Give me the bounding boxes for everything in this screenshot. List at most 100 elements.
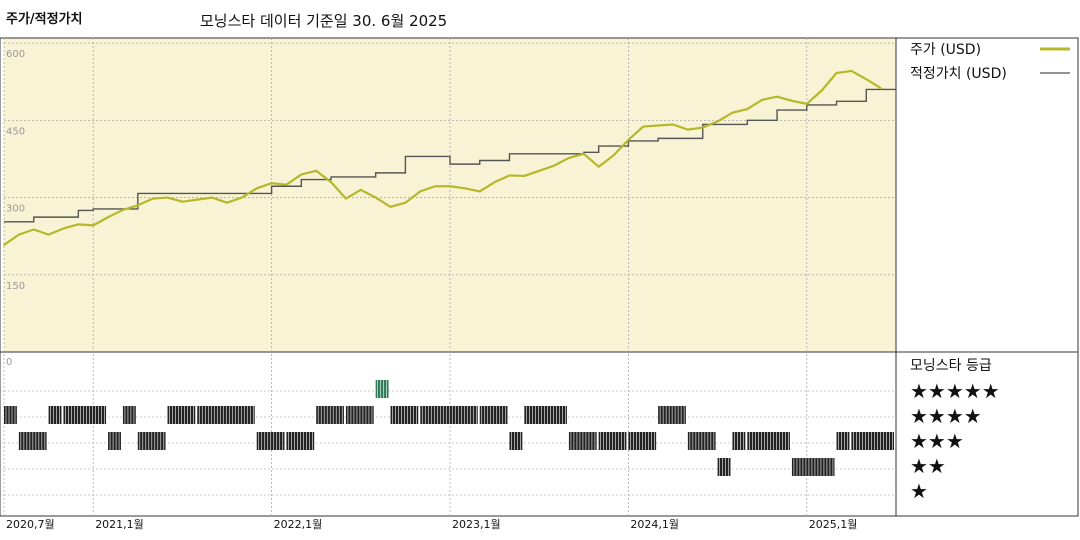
price-point: [880, 87, 883, 90]
rating-band-fill: [63, 406, 107, 424]
price-point: [181, 200, 184, 203]
price-point: [478, 190, 481, 193]
price-point: [404, 201, 407, 204]
rating-bands: [4, 380, 894, 476]
price-point: [582, 152, 585, 155]
rating-band-3-star: [747, 432, 790, 450]
price-point: [835, 72, 838, 74]
rating-legend-stars: ★★★: [910, 429, 964, 453]
rating-band-4-star: [167, 406, 196, 424]
rating-legend-stars: ★: [910, 479, 928, 503]
rating-band-fill: [524, 406, 567, 424]
rating-band-4-star: [524, 406, 567, 424]
rating-band-3-star: [628, 432, 657, 450]
price-point: [493, 181, 496, 184]
price-point: [597, 165, 600, 168]
price-point: [865, 78, 868, 81]
rating-band-2-star: [791, 458, 835, 476]
rating-band-4-star: [479, 406, 508, 424]
rating-band-3-star: [836, 432, 850, 450]
price-point: [270, 182, 273, 185]
rating-band-3-star: [568, 432, 597, 450]
x-tick-label: 2024,1월: [630, 518, 679, 531]
rating-axis-zero: 0: [6, 357, 12, 368]
price-point: [136, 204, 139, 207]
price-point: [92, 224, 95, 227]
price-point: [746, 108, 749, 110]
rating-band-fill: [48, 406, 62, 424]
price-point: [151, 197, 154, 200]
price-point: [345, 197, 347, 200]
rating-band-fill: [732, 432, 746, 450]
price-point: [761, 98, 764, 101]
price-point: [508, 174, 511, 177]
rating-band-fill: [791, 458, 835, 476]
rating-band-fill: [122, 406, 136, 424]
x-tick-label: 2022,1월: [274, 518, 323, 531]
rating-band-4-star: [316, 406, 344, 424]
price-point: [612, 154, 615, 157]
price-point: [196, 198, 199, 201]
chart-title: 주가/적정가치: [6, 12, 83, 27]
legend: 주가 (USD)적정가치 (USD)모닝스타 등급★★★★★★★★★★★★★★★: [910, 42, 1070, 503]
rating-band-4-star: [390, 406, 419, 424]
rating-band-3-star: [732, 432, 746, 450]
price-point: [359, 188, 362, 191]
rating-band-5-star: [375, 380, 389, 398]
rating-band-2-star: [717, 458, 731, 476]
rating-band-3-star: [256, 432, 285, 450]
price-point: [166, 196, 169, 199]
y-tick-label: 300: [6, 204, 25, 215]
rating-band-fill: [4, 406, 17, 424]
price-series: [3, 69, 883, 246]
price-point: [701, 126, 704, 129]
price-point: [850, 70, 853, 72]
price-point: [731, 111, 734, 114]
rating-band-3-star: [509, 432, 523, 450]
rating-band-4-star: [420, 406, 478, 424]
price-point: [716, 120, 719, 123]
rating-band-fill: [509, 432, 523, 450]
price-point: [389, 205, 392, 208]
outer-border: [0, 37, 1079, 517]
price-point: [657, 124, 660, 127]
price-point: [315, 169, 318, 172]
y-tick-label: 150: [6, 281, 25, 292]
price-point: [776, 95, 778, 98]
rating-legend-stars: ★★★★: [910, 404, 982, 428]
price-point: [449, 185, 451, 188]
price-point: [805, 102, 808, 105]
fair-value-series: [4, 88, 896, 223]
rating-band-fill: [108, 432, 121, 450]
price-point: [791, 99, 793, 102]
price-point: [627, 139, 630, 141]
y-tick-label: 600: [6, 49, 25, 60]
x-tick-label: 2025,1월: [809, 518, 858, 531]
rating-band-4-star: [4, 406, 17, 424]
price-point: [77, 223, 80, 226]
price-point: [672, 123, 674, 126]
price-point: [62, 227, 65, 230]
rating-legend-stars: ★★: [910, 454, 946, 478]
x-tick-label: 2023,1월: [452, 518, 501, 531]
x-tick-label: 2021,1월: [95, 518, 144, 531]
price-point: [642, 125, 645, 128]
x-axis-ticks: 2020,7월 2021,1월 2022,1월 2023,1월 2024,1월 2025,…: [6, 518, 857, 531]
rating-band-3-star: [851, 432, 894, 450]
rating-band-fill: [836, 432, 850, 450]
price-point: [226, 201, 228, 204]
price-point: [553, 164, 555, 167]
price-point: [122, 209, 124, 211]
price-point: [523, 175, 526, 177]
rating-band-3-star: [687, 432, 716, 450]
price-point: [568, 157, 570, 159]
rating-band-4-star: [345, 406, 374, 424]
fair-value-line: [4, 88, 896, 223]
price-point: [538, 169, 541, 172]
legend-price-label: 주가 (USD): [910, 42, 981, 58]
price-line: [3, 69, 882, 246]
price-point: [17, 233, 20, 236]
price-point: [419, 190, 422, 193]
price-point: [255, 187, 258, 190]
